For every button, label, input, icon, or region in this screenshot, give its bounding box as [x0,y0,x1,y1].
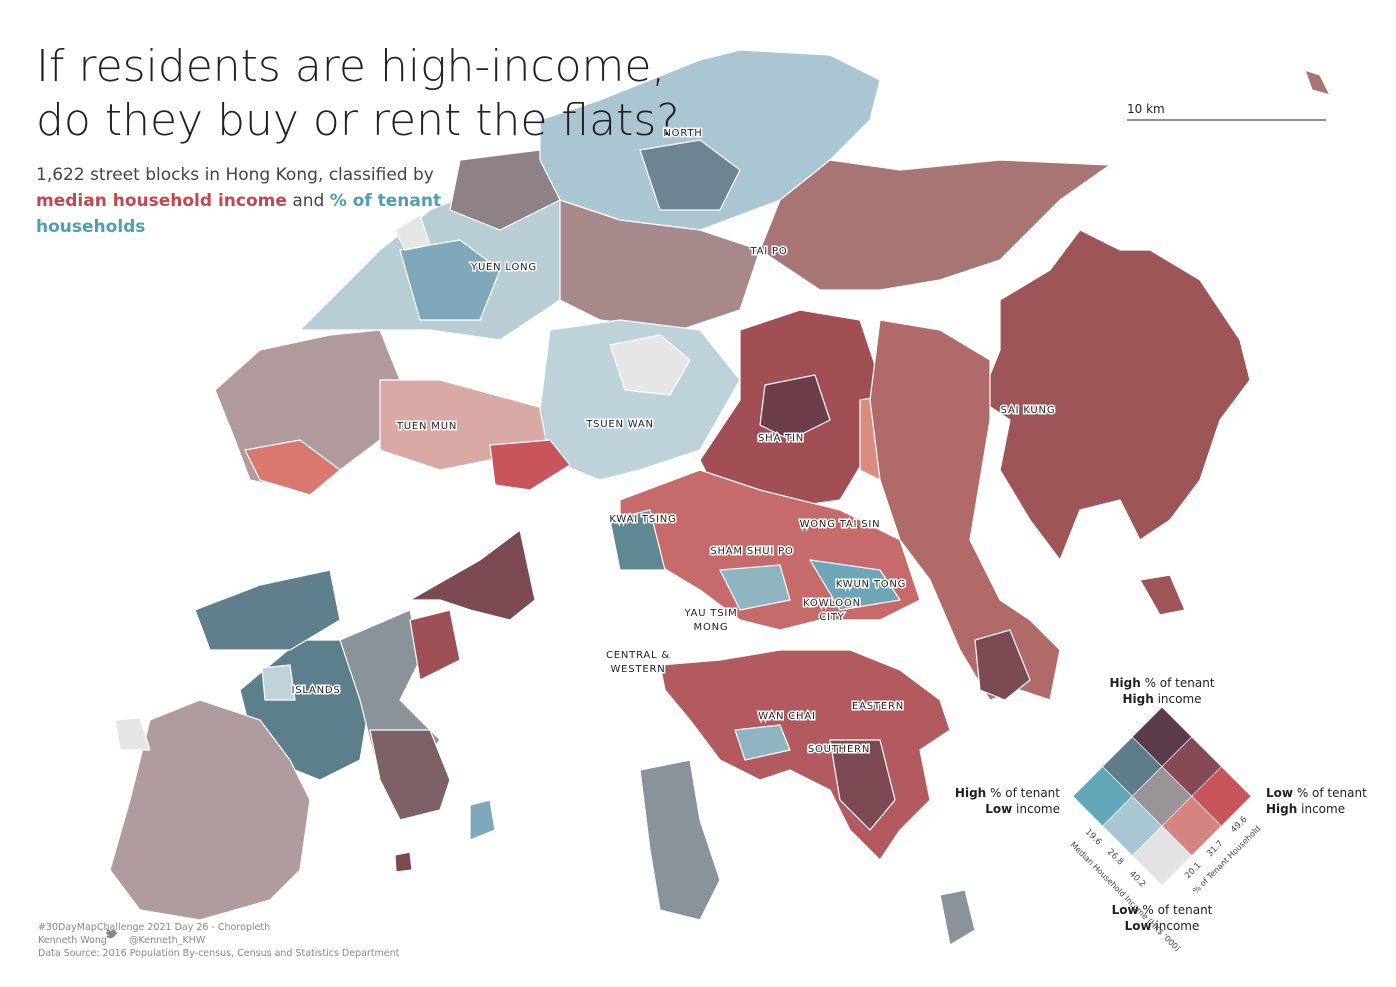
twitter-icon [106,928,118,939]
district-label: SOUTHERN [808,744,870,755]
district-label: KWAI TSING [609,514,676,525]
tenant-tick: 31.7 [1205,839,1225,859]
district-label: ISLANDS [291,685,340,696]
legend-text: % of tenant [1296,786,1367,800]
legend-right: Low % of tenant High income [1266,785,1391,817]
region [261,664,296,701]
region [109,699,311,921]
scale-bar-label: 10 km [1127,102,1165,116]
region [974,629,1031,701]
subtitle-income: median household income [36,191,287,211]
district-label: SHAM SHUI PO [710,546,793,557]
legend-text: income [1157,692,1202,706]
legend-strong: High [1122,692,1154,706]
legend-strong: High [1109,676,1141,690]
district-label: KWUN TONG [836,579,906,590]
district-label: MONG [694,622,729,633]
region [659,649,951,861]
footer-line: #30DayMapChallenge 2021 Day 26 - Choropl… [38,922,271,933]
title: If residents are high-income, do they bu… [36,41,680,146]
district-label: TSUEN WAN [585,419,654,430]
legend-top: High % of tenant High income [1062,675,1262,707]
region [759,159,1111,291]
subtitle-tenant: % of tenant households [36,191,442,237]
region [1139,574,1186,616]
legend-strong: High [954,786,987,800]
district-label: WESTERN [610,664,665,675]
subtitle: 1,622 street blocks in Hong Kong, classi… [36,162,456,240]
legend-strong: Low [1111,903,1139,917]
legend-text: income [1155,919,1200,933]
legend-text: % of tenant [1142,903,1213,917]
region [394,851,413,873]
region [469,799,496,841]
region [759,374,831,441]
legend-strong: High [1266,802,1298,816]
region [369,729,451,821]
legend-cell [1131,825,1193,886]
footer-author: Kenneth Wong @Kenneth_KHW [38,935,205,946]
district-label: TAI PO [749,246,787,257]
district-label: CITY [819,612,844,623]
legend-strong: Low [985,802,1013,816]
legend-text: % of tenant [990,786,1060,800]
region [639,759,721,921]
region [734,724,791,761]
region [939,889,976,946]
region [869,319,1061,701]
region [609,509,666,571]
income-tick: 40.2 [1127,869,1147,889]
map-regions [109,49,1331,946]
district-label: YUEN LONG [470,262,537,273]
tenant-tick: 49.6 [1229,815,1249,835]
region [719,564,791,611]
district-label: YAU TSIM [683,608,737,619]
legend-text: income [1016,802,1060,816]
region [399,239,501,321]
income-tick: 19.6 [1083,827,1103,847]
region [639,139,741,211]
legend-bottom: Low % of tenant Low income [1062,902,1262,934]
legend-text: income [1301,802,1346,816]
legend-text: % of tenant [1144,676,1215,690]
region [409,609,461,681]
region [409,529,536,621]
region [449,149,561,231]
legend-strong: Low [1266,786,1293,800]
legend-left: High % of tenant Low income [900,785,1060,817]
district-label: SHA TIN [758,433,804,444]
district-label: WONG TAI SIN [800,519,881,530]
district-label: SAI KUNG [1001,405,1056,416]
region [1304,69,1331,96]
author: Kenneth Wong [38,935,107,946]
subtitle-lead: 1,622 street blocks in Hong Kong, classi… [36,165,434,185]
district-label: KOWLOON [803,598,861,609]
region [559,199,761,331]
region [609,334,691,396]
district-label: EASTERN [852,701,904,712]
region [114,717,151,751]
region [829,739,896,831]
region [809,559,901,611]
district-label: TUEN MUN [396,421,457,432]
legend-strong: Low [1124,919,1152,933]
footer-source: Data Source: 2016 Population By-census, … [38,948,400,959]
tenant-tick: 20.1 [1183,861,1203,881]
handle: @Kenneth_KHW [128,935,206,946]
region [979,229,1251,561]
district-label: NORTH [663,128,702,139]
region [489,439,571,491]
region [394,214,431,251]
subtitle-and: and [292,191,325,211]
income-tick: 26.8 [1105,847,1125,867]
legend-grid [1072,706,1252,886]
district-label: WAN CHAI [758,711,816,722]
district-label: CENTRAL & [606,650,670,661]
region [194,569,341,651]
district-labels: NORTH YUEN LONG TAI PO TUEN MUN TSUEN WAN SHA… [290,127,1056,757]
region [244,439,341,496]
